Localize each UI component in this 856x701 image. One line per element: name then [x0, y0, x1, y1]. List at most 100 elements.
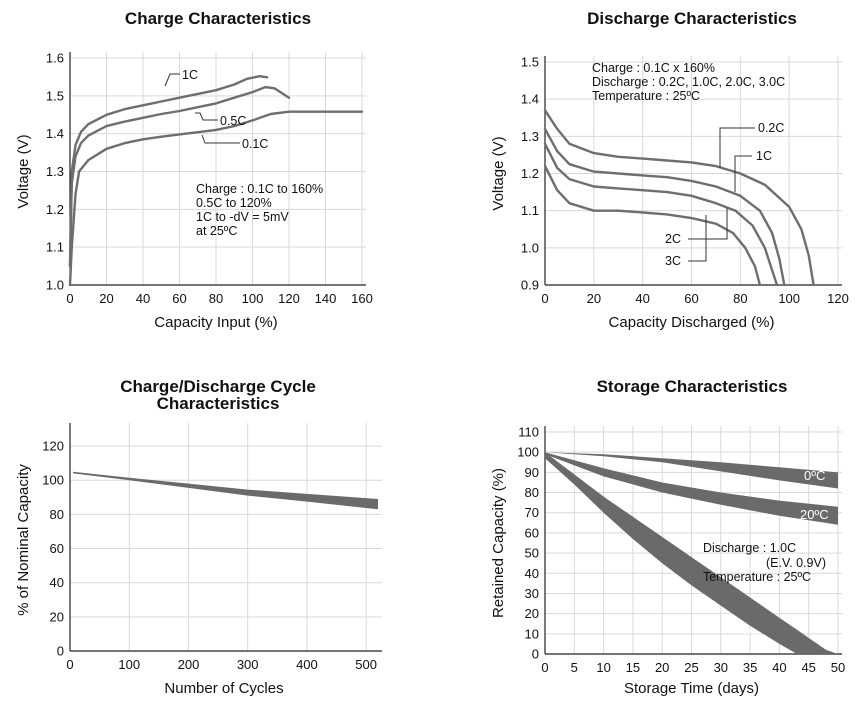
storage-x-tick-label: 0: [541, 660, 548, 675]
cycle-x-tick-label: 200: [178, 657, 200, 672]
discharge-x-tick-label: 100: [778, 291, 800, 306]
charge-y-tick-label: 1.1: [46, 240, 64, 255]
storage-y-tick-label: 90: [525, 465, 539, 480]
charge-x-tick-label: 0: [66, 291, 73, 306]
discharge-y-tick-label: 0.9: [521, 278, 539, 293]
cycle-y-tick-label: 120: [42, 439, 64, 454]
cycle-title: Charge/Discharge Cycle: [120, 377, 316, 396]
discharge-x-tick-label: 60: [684, 291, 698, 306]
storage-y-tick-label: 70: [525, 505, 539, 520]
discharge-title: Discharge Characteristics: [587, 9, 797, 28]
cycle-series-band: [73, 471, 378, 510]
charge-x-tick-label: 160: [351, 291, 373, 306]
storage-x-tick-label: 10: [596, 660, 610, 675]
charge-x-tick-label: 60: [172, 291, 186, 306]
discharge-y-axis-label: Voltage (V): [490, 136, 507, 210]
discharge-series-line: [543, 127, 786, 287]
charge-y-tick-label: 1.2: [46, 202, 64, 217]
storage-note: Temperature : 25ºC: [703, 570, 811, 584]
charge-series-line: [68, 85, 291, 268]
discharge-series-line: [543, 164, 762, 287]
storage-x-tick-label: 45: [801, 660, 815, 675]
storage-series-label: 20ºC: [800, 507, 829, 522]
charge-x-tick-label: 100: [242, 291, 264, 306]
storage-x-tick-label: 25: [684, 660, 698, 675]
charge-note: 1C to -dV = 5mV: [196, 210, 289, 224]
charge-y-tick-label: 1.6: [46, 51, 64, 66]
storage-series-label: 0ºC: [804, 468, 825, 483]
charge-x-tick-label: 140: [315, 291, 337, 306]
discharge-y-tick-label: 1.0: [521, 240, 539, 255]
discharge-series-label: 0.2C: [758, 121, 784, 135]
storage-x-tick-label: 40: [772, 660, 786, 675]
storage-y-tick-label: 10: [525, 626, 539, 641]
discharge-series-label: 3C: [665, 254, 681, 268]
discharge-y-tick-label: 1.4: [521, 92, 539, 107]
discharge-y-tick-label: 1.5: [521, 55, 539, 70]
discharge-y-tick-label: 1.2: [521, 166, 539, 181]
charge-note: 0.5C to 120%: [196, 196, 272, 210]
cycle-y-axis-label: % of Nominal Capacity: [15, 464, 32, 616]
storage-y-tick-label: 20: [525, 606, 539, 621]
discharge-series-label: 2C: [665, 232, 681, 246]
storage-x-tick-label: 5: [571, 660, 578, 675]
discharge-series-label-leader: [688, 215, 707, 262]
charge-x-tick-label: 80: [209, 291, 223, 306]
discharge-series-label: 1C: [756, 149, 772, 163]
storage-y-tick-label: 60: [525, 525, 539, 540]
cycle-y-tick-label: 60: [50, 541, 64, 556]
discharge-y-tick-label: 1.3: [521, 129, 539, 144]
cycle-y-tick-label: 40: [50, 575, 64, 590]
charge-series-label-leader: [195, 112, 218, 121]
charge-x-axis-label: Capacity Input (%): [154, 314, 277, 331]
storage-chart: 0 5 10 15 20 25 30 35 40 45 50 0 10 20 30 40 50 60 70 80 90 1…: [490, 377, 845, 697]
storage-x-tick-label: 35: [743, 660, 757, 675]
discharge-x-axis-label: Capacity Discharged (%): [609, 314, 775, 331]
discharge-x-tick-label: 120: [827, 291, 849, 306]
discharge-series-line: [543, 109, 815, 287]
storage-x-axis-label: Storage Time (days): [624, 680, 759, 697]
charge-y-tick-label: 1.3: [46, 164, 64, 179]
charge-x-tick-label: 20: [99, 291, 113, 306]
cycle-x-tick-label: 500: [355, 657, 377, 672]
cycle-y-tick-label: 20: [50, 609, 64, 624]
storage-y-tick-label: 110: [518, 425, 539, 440]
cycle-x-tick-label: 300: [237, 657, 259, 672]
cycle-title: Characteristics: [157, 394, 280, 413]
discharge-x-tick-label: 0: [541, 291, 548, 306]
discharge-note: Temperature : 25ºC: [592, 89, 700, 103]
discharge-x-tick-label: 80: [733, 291, 747, 306]
storage-x-tick-label: 15: [626, 660, 640, 675]
cycle-y-tick-label: 80: [50, 507, 64, 522]
discharge-note: Discharge : 0.2C, 1.0C, 2.0C, 3.0C: [592, 75, 785, 89]
cycle-y-tick-label: 100: [42, 473, 64, 488]
charge-series-label: 0.5C: [220, 114, 246, 128]
storage-x-tick-label: 20: [655, 660, 669, 675]
discharge-x-tick-label: 40: [635, 291, 649, 306]
charge-title: Charge Characteristics: [125, 9, 311, 28]
charge-y-tick-label: 1.0: [46, 278, 64, 293]
charge-series-label: 1C: [182, 68, 198, 82]
charge-series-label: 0.1C: [242, 137, 268, 151]
charge-series-label-leader: [201, 134, 240, 144]
discharge-series-label-leader: [734, 155, 752, 192]
storage-x-tick-label: 30: [714, 660, 728, 675]
discharge-chart: 0 20 40 60 80 100 120 0.9 1.0 1.1 1.2 1.3 1.4 1.5 Disc…: [490, 9, 849, 331]
charge-note: Charge : 0.1C to 160%: [196, 182, 323, 196]
discharge-x-tick-label: 20: [587, 291, 601, 306]
charge-x-tick-label: 40: [136, 291, 150, 306]
charge-series-line: [68, 110, 364, 287]
cycle-chart: 0 100 200 300 400 500 0 20 40 60 80 100 120 Charge/Di…: [15, 377, 382, 697]
storage-y-tick-label: 80: [525, 485, 539, 500]
cycle-x-tick-label: 0: [66, 657, 73, 672]
cycle-y-tick-label: 0: [57, 644, 64, 659]
discharge-series-label-leader: [688, 208, 728, 240]
charge-x-tick-label: 120: [278, 291, 300, 306]
storage-note: Discharge : 1.0C: [703, 541, 796, 555]
charge-y-tick-label: 1.4: [46, 126, 64, 141]
charge-series-line: [68, 75, 269, 268]
cycle-x-tick-label: 100: [118, 657, 140, 672]
discharge-series-label-leader: [719, 127, 755, 168]
